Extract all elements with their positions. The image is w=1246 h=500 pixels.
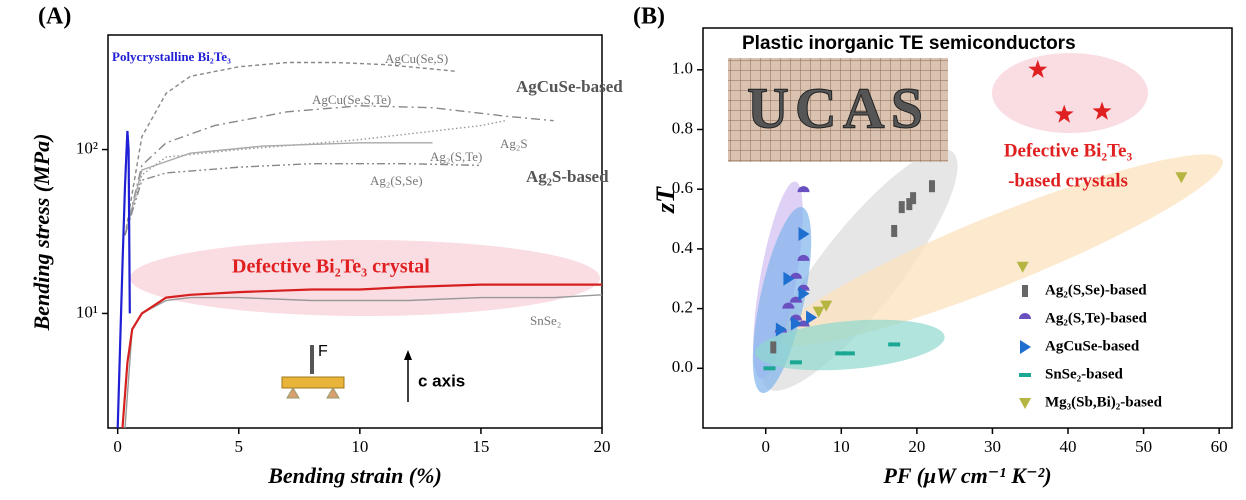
marker <box>888 342 900 346</box>
panel-label: (A) <box>38 4 71 30</box>
y-tick-label: 10¹ <box>76 302 98 321</box>
x-tick-label: 30 <box>984 437 1001 456</box>
series-label: Defective Bi₂Te₃ crystal <box>232 256 430 278</box>
legend-marker <box>1022 285 1028 297</box>
y-axis-title: Bending stress (MPa) <box>29 134 54 332</box>
annotation: AgCuSe-based <box>516 77 623 96</box>
x-axis-title: PF (μW cm⁻¹ K⁻²) <box>882 463 1051 488</box>
y-tick-label: 0.8 <box>672 118 693 137</box>
x-tick-label: 50 <box>1135 437 1152 456</box>
legend-marker <box>1019 398 1031 409</box>
legend-label: AgCuSe-based <box>1045 338 1140 354</box>
support <box>327 388 339 398</box>
marker <box>790 360 802 364</box>
y-tick-label: 0.2 <box>672 298 693 317</box>
x-tick-label: 20 <box>594 437 611 456</box>
inset <box>282 345 412 402</box>
annotation: Ag₂S-based <box>526 167 609 186</box>
support <box>287 388 299 398</box>
x-tick-label: 5 <box>235 437 244 456</box>
beam <box>282 377 344 388</box>
marker <box>843 351 855 355</box>
marker <box>929 180 935 192</box>
marker <box>770 341 776 353</box>
highlight <box>992 53 1148 133</box>
legend-marker <box>1019 373 1031 377</box>
line <box>125 143 433 235</box>
series-label: AgCu(Se,S,Te) <box>312 92 391 107</box>
x-tick-label: 40 <box>1060 437 1077 456</box>
annotation: F <box>318 343 328 360</box>
x-tick-label: 0 <box>113 437 122 456</box>
legend-label: Mg₃(Sb,Bi)₂-based <box>1045 394 1163 410</box>
marker <box>764 366 776 370</box>
panel-label: (B) <box>633 4 665 30</box>
series-label: Ag₂(S,Te) <box>430 149 482 164</box>
annotation: Defective Bi₂Te₃ <box>1004 140 1133 161</box>
marker <box>910 192 916 204</box>
series-label: AgCu(Se,S) <box>385 51 448 66</box>
series-label: Polycrystalline Bi₂Te₃ <box>112 49 231 64</box>
y-tick-label: 1.0 <box>672 59 693 78</box>
highlight <box>130 240 600 316</box>
x-tick-label: 60 <box>1211 437 1228 456</box>
series-label: SnSe₂ <box>530 313 561 328</box>
arrow-head <box>404 350 412 360</box>
y-tick-label: 10² <box>76 138 98 157</box>
legend-label: SnSe₂-based <box>1045 366 1124 382</box>
photo-text: UCAS <box>747 75 929 140</box>
x-tick-label: 10 <box>833 437 850 456</box>
annotation: -based crystals <box>1008 170 1128 191</box>
x-tick-label: 15 <box>472 437 489 456</box>
marker <box>891 225 897 237</box>
x-tick-label: 10 <box>351 437 368 456</box>
annotation: c axis <box>418 371 465 390</box>
x-tick-label: 0 <box>761 437 770 456</box>
y-axis-title: zT <box>651 186 680 214</box>
y-tick-label: 0.0 <box>672 357 693 376</box>
x-tick-label: 20 <box>908 437 925 456</box>
legend-label: Ag₂(S,Se)-based <box>1045 282 1147 298</box>
line <box>125 164 481 236</box>
y-tick-label: 0.4 <box>672 238 694 257</box>
legend-marker <box>1019 313 1031 319</box>
figure: UCAS 0 5 10 15 20 10¹ 10² (A) Bending strain (%)… <box>0 0 1246 500</box>
series-label: Ag₂S <box>500 136 528 151</box>
x-axis-title: Bending strain (%) <box>267 463 442 488</box>
chart-title: Plastic inorganic TE semiconductors <box>742 33 1076 54</box>
legend-label: Ag₂(S,Te)-based <box>1045 310 1148 326</box>
series-label: Ag₂(S,Se) <box>370 173 423 188</box>
line <box>125 63 457 236</box>
marker <box>899 201 905 213</box>
legend-marker <box>1020 340 1031 354</box>
